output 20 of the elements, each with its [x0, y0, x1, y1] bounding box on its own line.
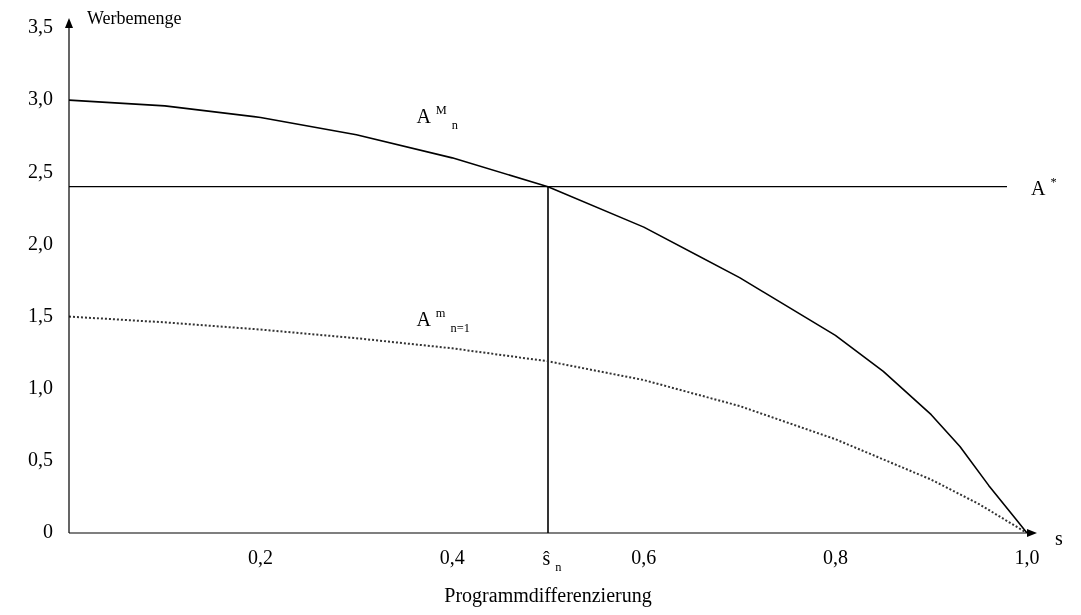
y-tick-label: 3,0: [28, 87, 53, 110]
series-label: A m n=1: [416, 306, 470, 336]
series-label: A M n: [416, 102, 459, 132]
y-tick-label: 2,0: [28, 231, 53, 254]
y-tick-label: 0,5: [28, 448, 53, 471]
ref-line-label: A *: [1031, 174, 1057, 199]
text: s: [1055, 527, 1063, 549]
annotation: ŝ n: [542, 547, 562, 574]
x-tick-label: 0,8: [822, 546, 848, 569]
x-tick-label: 1,0: [1014, 546, 1040, 569]
y-tick-label: 3,5: [28, 15, 53, 38]
x-tick-label: 0,6: [631, 546, 657, 569]
y-tick-label: 2,5: [28, 159, 53, 182]
x-tick-label: 0,4: [439, 546, 465, 569]
y-tick-label: 1,5: [28, 303, 53, 326]
y-axis-title: Werbemenge: [87, 8, 182, 28]
y-tick-label: 0: [43, 520, 53, 543]
y-tick-label: 1,0: [28, 375, 53, 398]
x-tick-label: 0,2: [248, 546, 274, 569]
x-axis-title: Programmdifferenzierung: [444, 584, 652, 608]
